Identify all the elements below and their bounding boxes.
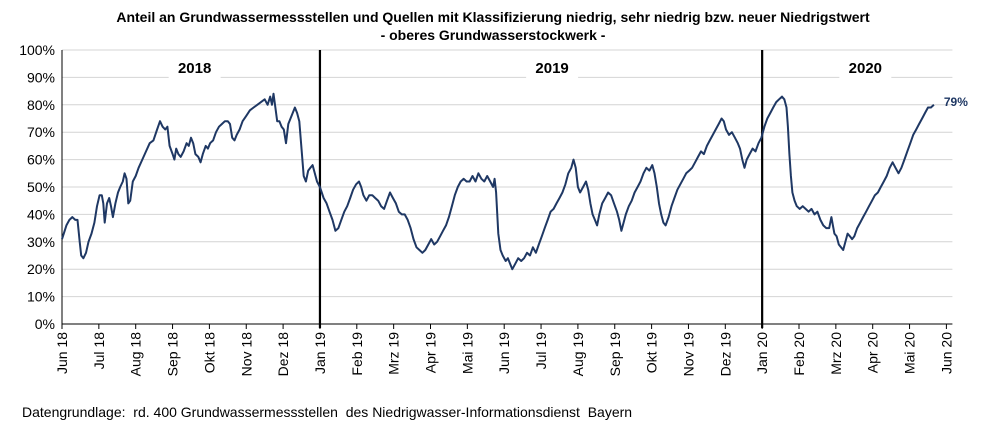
x-tick-label: Okt 19 [644,332,660,373]
end-value-label: 79% [944,95,968,109]
x-tick-label: Jun 18 [54,332,70,374]
chart-subtitle: - oberes Grundwasserstockwerk - [380,27,606,43]
x-tick-label: Sep 18 [165,332,181,377]
x-tick-label: Jun 20 [938,332,954,374]
x-tick-label: Mai 20 [902,332,918,374]
series-line [61,92,935,271]
x-tick-label: Jul 19 [533,332,549,370]
y-tick-label: 100% [19,42,55,58]
year-dividers [318,50,764,328]
x-tick-label: Apr 19 [423,332,439,373]
x-tick-label: Dez 18 [275,332,291,377]
y-axis: 0% 10% 20% 30% 40% 50% 60% 70% 80% 90% 100% [19,42,63,332]
x-tick-label: Apr 20 [865,332,881,373]
x-tick-label: Dez 19 [717,332,733,377]
year-label: 2019 [535,60,568,77]
y-tick-label: 90% [27,69,55,85]
x-tick-label: Okt 18 [201,332,217,373]
x-tick-label: Feb 19 [349,332,365,376]
y-tick-label: 70% [27,124,55,140]
year-label: 2020 [849,60,882,77]
year-label-bg [168,56,221,78]
x-tick-label: Feb 20 [791,332,807,376]
data-source-note: Datengrundlage: rd. 400 Grundwassermesss… [22,404,633,420]
year-label: 2018 [178,60,211,77]
year-labels: 2018 2019 2020 [168,56,892,78]
chart-title: Anteil an Grundwassermessstellen und Que… [116,9,870,25]
series-layer: 79% [61,92,968,271]
x-tick-label: Mai 19 [459,332,475,374]
year-label-bg [839,56,892,78]
x-tick-label: Jan 20 [754,332,770,374]
x-tick-label: Jul 18 [91,332,107,370]
x-tick-label: Mrz 20 [828,332,844,375]
y-tick-label: 40% [27,206,55,222]
year-label-bg [526,56,579,78]
line-chart: 0% 10% 20% 30% 40% 50% 60% 70% 80% 90% 100% Jun 18… [19,42,968,377]
y-tick-label: 80% [27,97,55,113]
y-tick-label: 50% [27,179,55,195]
grid-lines [62,49,953,298]
y-tick-label: 0% [35,316,55,332]
x-tick-label: Nov 19 [680,332,696,377]
x-tick-label: Aug 19 [570,332,586,377]
x-tick-label: Jan 19 [312,332,328,374]
y-tick-label: 60% [27,152,55,168]
y-tick-label: 30% [27,234,55,250]
x-tick-label: Aug 18 [128,332,144,377]
y-tick-label: 10% [27,289,55,305]
x-tick-label: Nov 18 [238,332,254,377]
x-tick-label: Jun 19 [496,332,512,374]
x-tick-label: Mrz 19 [386,332,402,375]
y-tick-label: 20% [27,261,55,277]
x-tick-label: Sep 19 [607,332,623,377]
x-axis: Jun 18 Jul 18 Aug 18 Sep 18 Okt 18 Nov 18 Dez … [54,323,954,377]
